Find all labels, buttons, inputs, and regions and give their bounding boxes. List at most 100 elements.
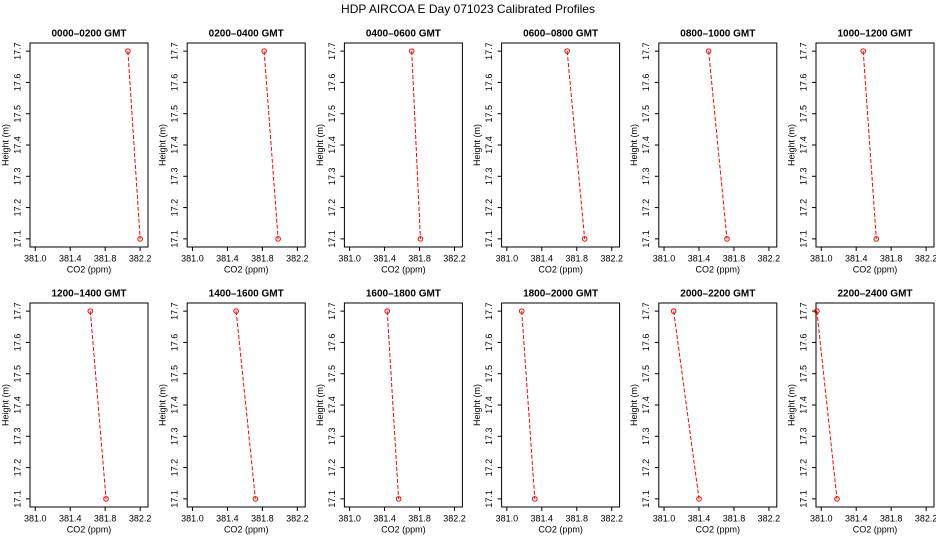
y-tick-label: 17.2 bbox=[12, 199, 22, 217]
y-tick-label: 17.2 bbox=[484, 199, 494, 217]
data-point bbox=[518, 308, 525, 314]
x-tick-label: 381.0 bbox=[181, 513, 204, 523]
y-tick-label: 17.7 bbox=[327, 302, 337, 320]
x-tick-label: 381.8 bbox=[408, 513, 431, 523]
y-tick-label: 17.2 bbox=[170, 199, 180, 217]
x-axis-label: CO2 (ppm) bbox=[696, 524, 741, 534]
y-axis-label: Height (m) bbox=[786, 124, 796, 166]
y-tick-label: 17.6 bbox=[798, 334, 808, 352]
y-tick-label: 17.3 bbox=[798, 168, 808, 186]
y-axis-label: Height (m) bbox=[315, 384, 325, 426]
x-tick-label: 381.4 bbox=[688, 513, 711, 523]
x-tick-label: 382.2 bbox=[286, 513, 309, 523]
y-tick-label: 17.4 bbox=[798, 396, 808, 414]
data-point bbox=[395, 496, 402, 502]
profile-line bbox=[127, 51, 141, 239]
data-point bbox=[670, 308, 677, 314]
data-point bbox=[532, 496, 538, 502]
x-tick-label: 382.2 bbox=[129, 253, 152, 263]
data-point bbox=[724, 236, 730, 242]
plot-frame bbox=[343, 42, 463, 248]
y-tick-label: 17.3 bbox=[484, 428, 494, 446]
x-tick-label: 382.2 bbox=[443, 513, 466, 523]
plot-frame bbox=[343, 302, 463, 508]
panel-title: 1000–1200 GMT bbox=[837, 29, 912, 40]
y-tick-label: 17.3 bbox=[641, 168, 651, 186]
y-tick-label: 17.5 bbox=[484, 105, 494, 123]
panel-title: 0400–0600 GMT bbox=[366, 29, 441, 40]
y-tick-label: 17.1 bbox=[484, 490, 494, 508]
y-tick-label: 17.3 bbox=[12, 428, 22, 446]
y-tick-label: 17.4 bbox=[641, 136, 651, 154]
y-tick-label: 17.2 bbox=[641, 459, 651, 477]
profile-line bbox=[263, 51, 279, 239]
y-tick-label: 17.7 bbox=[641, 302, 651, 320]
y-tick-label: 17.4 bbox=[327, 396, 337, 414]
x-axis-label: CO2 (ppm) bbox=[67, 264, 112, 274]
x-axis-label: CO2 (ppm) bbox=[853, 264, 898, 274]
x-tick-label: 381.8 bbox=[251, 513, 274, 523]
y-tick-label: 17.7 bbox=[798, 42, 808, 60]
y-axis-label: Height (m) bbox=[472, 124, 482, 166]
panel-title: 1200–1400 GMT bbox=[51, 289, 126, 300]
data-point bbox=[125, 48, 131, 54]
x-axis-label: CO2 (ppm) bbox=[381, 524, 426, 534]
x-tick-label: 381.0 bbox=[810, 253, 833, 263]
plot-frame bbox=[29, 42, 149, 248]
y-tick-label: 17.6 bbox=[327, 334, 337, 352]
y-tick-label: 17.5 bbox=[327, 105, 337, 123]
profile-line bbox=[235, 311, 256, 499]
y-tick-label: 17.7 bbox=[170, 42, 180, 60]
y-tick-label: 17.5 bbox=[170, 365, 180, 383]
x-tick-label: 381.4 bbox=[59, 513, 82, 523]
y-axis-label: Height (m) bbox=[158, 124, 168, 166]
plot-frame bbox=[501, 302, 621, 508]
y-tick-label: 17.3 bbox=[12, 168, 22, 186]
y-tick-label: 17.7 bbox=[484, 302, 494, 320]
x-tick-label: 382.2 bbox=[600, 513, 623, 523]
x-tick-label: 381.4 bbox=[373, 513, 396, 523]
y-tick-label: 17.1 bbox=[641, 490, 651, 508]
profile-line bbox=[816, 311, 838, 499]
x-tick-label: 381.4 bbox=[845, 513, 868, 523]
y-axis-label: Height (m) bbox=[315, 124, 325, 166]
data-point bbox=[834, 496, 840, 502]
data-point bbox=[705, 48, 712, 54]
y-tick-label: 17.6 bbox=[798, 74, 808, 92]
y-tick-label: 17.6 bbox=[170, 74, 180, 92]
x-tick-label: 381.0 bbox=[338, 513, 361, 523]
panel-title: 0000–0200 GMT bbox=[51, 29, 126, 40]
x-axis-label: CO2 (ppm) bbox=[67, 524, 112, 534]
panel-title: 2000–2200 GMT bbox=[680, 289, 755, 300]
y-tick-label: 17.3 bbox=[798, 428, 808, 446]
x-tick-label: 381.8 bbox=[251, 253, 274, 263]
y-tick-label: 17.6 bbox=[170, 334, 180, 352]
x-tick-label: 381.8 bbox=[566, 513, 589, 523]
profile-line bbox=[386, 311, 400, 499]
x-tick-label: 381.0 bbox=[24, 513, 47, 523]
data-point bbox=[408, 48, 415, 54]
y-tick-label: 17.3 bbox=[327, 168, 337, 186]
y-tick-label: 17.5 bbox=[12, 365, 22, 383]
y-tick-label: 17.5 bbox=[798, 105, 808, 123]
plot-frame bbox=[186, 42, 306, 248]
data-point bbox=[696, 496, 702, 502]
y-tick-label: 17.2 bbox=[327, 459, 337, 477]
x-tick-label: 381.8 bbox=[94, 513, 117, 523]
x-tick-label: 381.8 bbox=[880, 513, 903, 523]
y-tick-label: 17.1 bbox=[327, 490, 337, 508]
y-tick-label: 17.1 bbox=[484, 230, 494, 248]
y-tick-label: 17.3 bbox=[327, 428, 337, 446]
profile-line bbox=[521, 311, 536, 499]
y-tick-label: 17.6 bbox=[12, 334, 22, 352]
y-tick-label: 17.1 bbox=[798, 230, 808, 248]
plot-frame bbox=[186, 302, 306, 508]
profile-line bbox=[89, 311, 107, 499]
y-tick-label: 17.5 bbox=[798, 365, 808, 383]
y-tick-label: 17.4 bbox=[798, 136, 808, 154]
data-point bbox=[87, 308, 94, 314]
panel-title: 0200–0400 GMT bbox=[209, 29, 284, 40]
data-point bbox=[564, 48, 570, 54]
x-tick-label: 381.4 bbox=[59, 253, 82, 263]
data-point bbox=[137, 236, 143, 242]
